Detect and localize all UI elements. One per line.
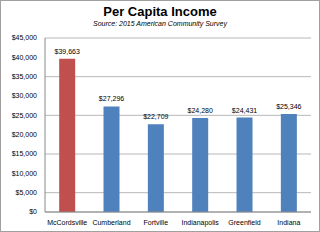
svg-text:$24,431: $24,431 — [232, 107, 257, 114]
svg-text:$5,000: $5,000 — [16, 189, 38, 196]
svg-text:Fortville: Fortville — [144, 219, 169, 226]
svg-text:$20,000: $20,000 — [12, 131, 37, 138]
svg-text:$10,000: $10,000 — [12, 170, 37, 177]
svg-text:Cumberland: Cumberland — [92, 219, 130, 226]
html-text:Source: 2015 American Communit: Source: 2015 American Community Survey — [93, 20, 227, 27]
svg-text:$45,000: $45,000 — [12, 34, 37, 41]
svg-text:$35,000: $35,000 — [12, 73, 37, 80]
svg-text:$25,346: $25,346 — [276, 103, 301, 110]
svg-text:$22,709: $22,709 — [143, 113, 168, 120]
svg-text:Indianapolis: Indianapolis — [181, 219, 219, 227]
svg-text:$30,000: $30,000 — [12, 92, 37, 99]
svg-text:$24,280: $24,280 — [188, 107, 213, 114]
svg-text:McCordsville: McCordsville — [47, 219, 87, 226]
svg-text:$15,000: $15,000 — [12, 150, 37, 157]
svg-text:$39,663: $39,663 — [55, 48, 80, 55]
svg-text:Greenfield: Greenfield — [228, 219, 260, 226]
html-text:Per Capita Income: Per Capita Income — [103, 4, 217, 19]
svg-text:$0: $0 — [29, 208, 37, 215]
svg-text:Indiana: Indiana — [277, 219, 300, 226]
svg-text:$27,296: $27,296 — [99, 95, 124, 102]
svg-text:$25,000: $25,000 — [12, 112, 37, 119]
svg-text:$40,000: $40,000 — [12, 54, 37, 61]
